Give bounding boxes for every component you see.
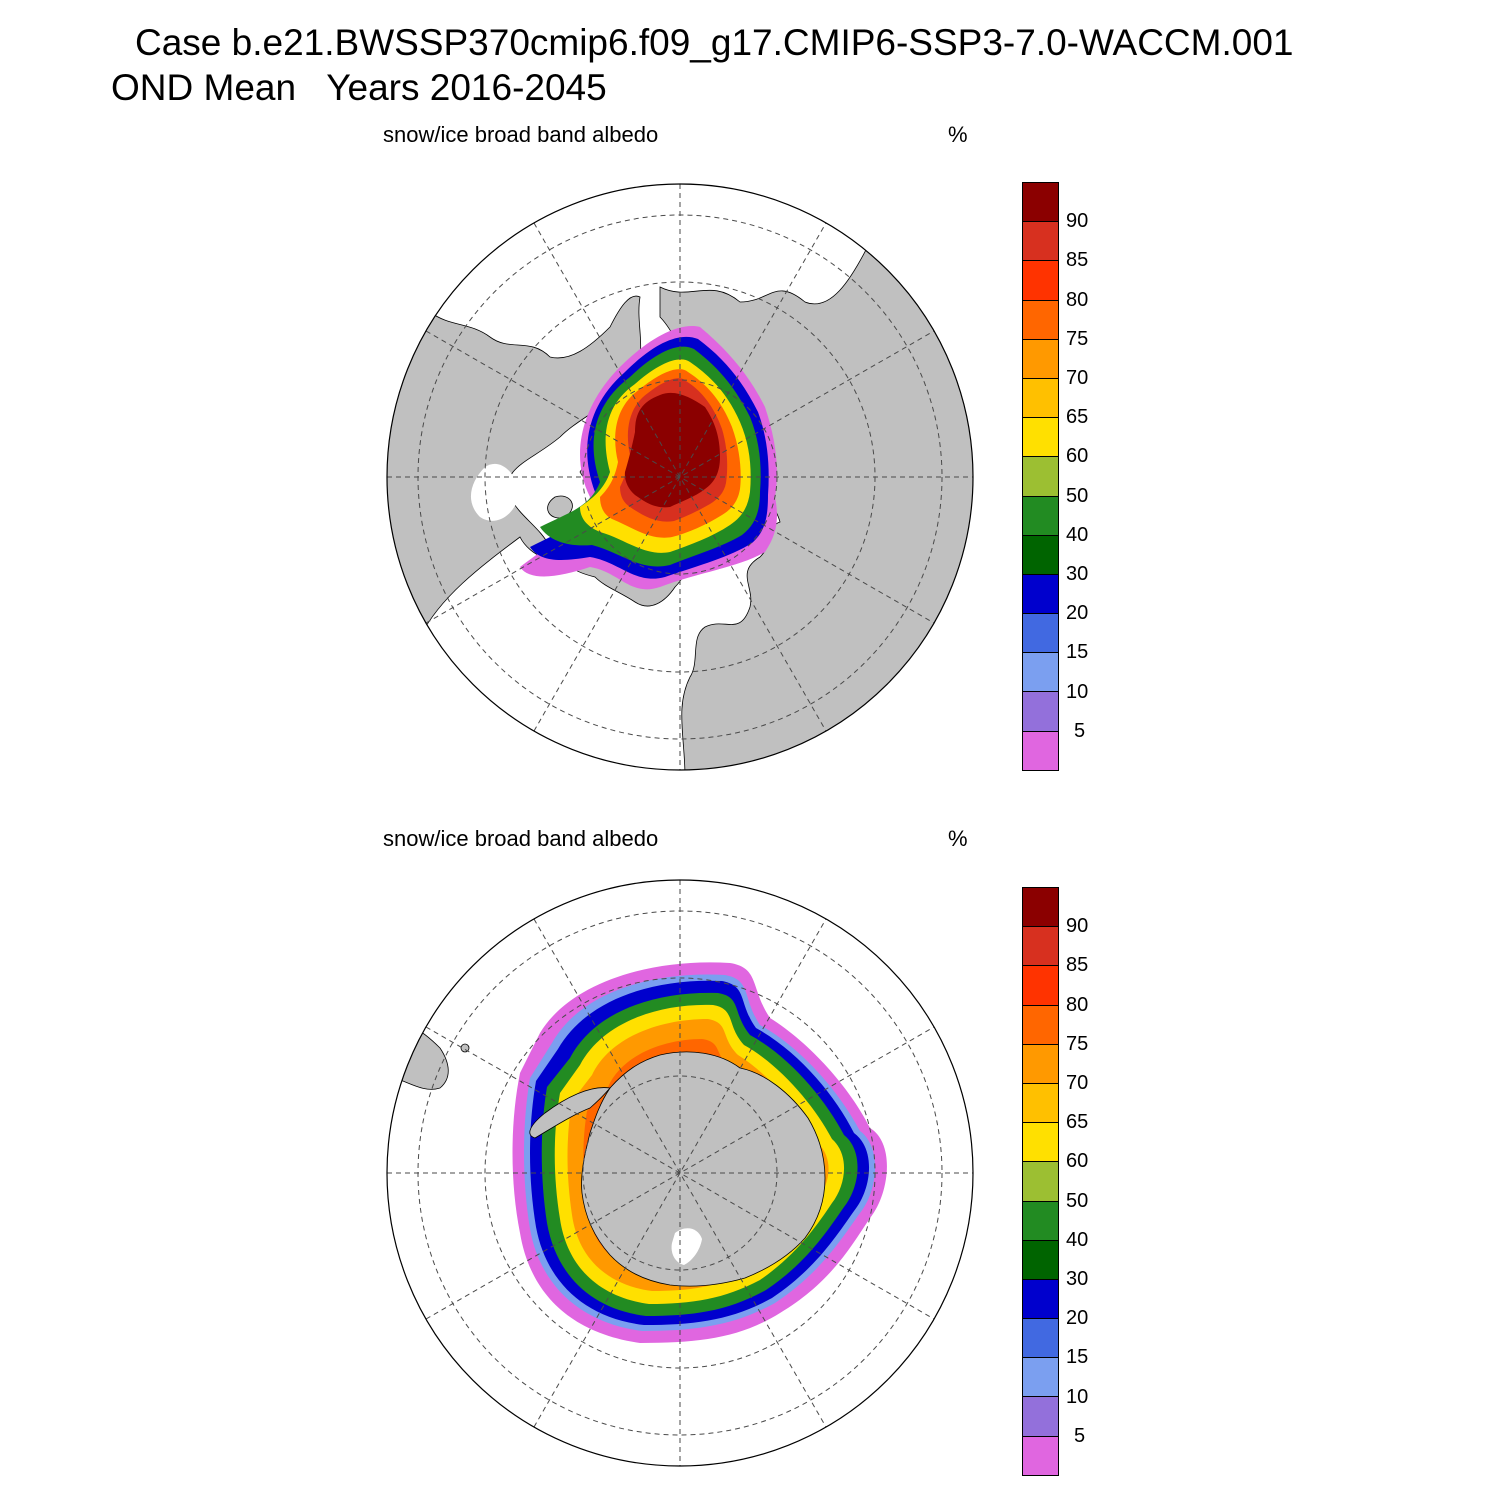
colorbar-tick-label: 20 <box>1066 1307 1089 1330</box>
colorbar-tick-label: 80 <box>1066 288 1089 311</box>
colorbar-swatch <box>1023 613 1058 653</box>
colorbar-tick-label: 30 <box>1066 563 1089 585</box>
colorbar-tick-label: 85 <box>1066 249 1089 272</box>
colorbar-tick-label: 65 <box>1066 1111 1089 1134</box>
colorbar-tick-label: 5 <box>1074 719 1086 742</box>
colorbar-swatch <box>1023 377 1058 418</box>
colorbar-swatch <box>1023 1043 1058 1083</box>
colorbar-swatch <box>1023 1318 1058 1358</box>
antarctic-peninsula-land <box>529 1087 611 1139</box>
colorbar-swatch <box>1023 534 1058 574</box>
colorbar-swatch <box>1023 888 1058 927</box>
north-panel-units: % <box>948 122 968 147</box>
north-colorbar <box>1022 182 1059 771</box>
colorbar-tick-label: 40 <box>1066 1228 1089 1251</box>
colorbar-swatch <box>1023 456 1058 496</box>
colorbar-swatch <box>1023 260 1058 300</box>
colorbar-tick-label: 20 <box>1066 602 1089 625</box>
south-polar-map <box>386 879 974 1467</box>
colorbar-swatch <box>1023 183 1058 222</box>
colorbar-swatch <box>1023 417 1058 457</box>
colorbar-swatch <box>1023 1357 1058 1397</box>
colorbar-tick-label: 50 <box>1066 484 1089 507</box>
colorbar-swatch <box>1023 338 1058 378</box>
colorbar-tick-label: 65 <box>1066 406 1089 429</box>
colorbar-swatch <box>1023 1278 1058 1319</box>
figure-title-period: OND Mean Years 2016-2045 <box>111 67 607 108</box>
north-panel-title: snow/ice broad band albedo <box>383 122 659 147</box>
colorbar-swatch <box>1023 573 1058 614</box>
colorbar-tick-label: 10 <box>1066 1385 1089 1408</box>
colorbar-tick-label: 50 <box>1066 1189 1089 1212</box>
colorbar-swatch <box>1023 1161 1058 1201</box>
figure-title-case: Case b.e21.BWSSP370cmip6.f09_g17.CMIP6-S… <box>135 22 1294 63</box>
south-panel-title: snow/ice broad band albedo <box>383 826 659 851</box>
colorbar-tick-label: 70 <box>1066 1072 1089 1094</box>
colorbar-tick-label: 60 <box>1066 1150 1089 1173</box>
colorbar-swatch <box>1023 652 1058 692</box>
colorbar-tick-label: 30 <box>1066 1268 1089 1290</box>
colorbar-swatch <box>1023 1200 1058 1240</box>
colorbar-swatch <box>1023 1122 1058 1162</box>
colorbar-swatch <box>1023 1082 1058 1123</box>
colorbar-tick-label: 75 <box>1066 327 1089 350</box>
colorbar-swatch <box>1023 1396 1058 1436</box>
colorbar-swatch <box>1023 299 1058 339</box>
colorbar-swatch <box>1023 926 1058 966</box>
colorbar-tick-label: 85 <box>1066 954 1089 977</box>
colorbar-tick-label: 80 <box>1066 993 1089 1016</box>
colorbar-swatch <box>1023 1239 1058 1279</box>
antarctica-land <box>581 1051 826 1287</box>
colorbar-swatch <box>1023 495 1058 535</box>
colorbar-swatch <box>1023 221 1058 261</box>
colorbar-swatch <box>1023 965 1058 1005</box>
colorbar-swatch <box>1023 1435 1058 1475</box>
south-colorbar <box>1022 887 1059 1476</box>
north-polar-map <box>386 183 974 771</box>
south-panel-units: % <box>948 826 968 851</box>
colorbar-tick-label: 40 <box>1066 523 1089 546</box>
colorbar-tick-label: 90 <box>1066 210 1089 233</box>
colorbar-tick-label: 15 <box>1066 641 1089 664</box>
colorbar-tick-label: 10 <box>1066 680 1089 703</box>
colorbar-swatch <box>1023 730 1058 770</box>
colorbar-swatch <box>1023 1004 1058 1044</box>
colorbar-tick-label: 90 <box>1066 915 1089 938</box>
colorbar-tick-label: 70 <box>1066 367 1089 389</box>
colorbar-tick-label: 60 <box>1066 445 1089 468</box>
colorbar-swatch <box>1023 691 1058 731</box>
colorbar-tick-label: 5 <box>1074 1424 1086 1447</box>
colorbar-tick-label: 75 <box>1066 1032 1089 1055</box>
colorbar-tick-label: 15 <box>1066 1346 1089 1369</box>
